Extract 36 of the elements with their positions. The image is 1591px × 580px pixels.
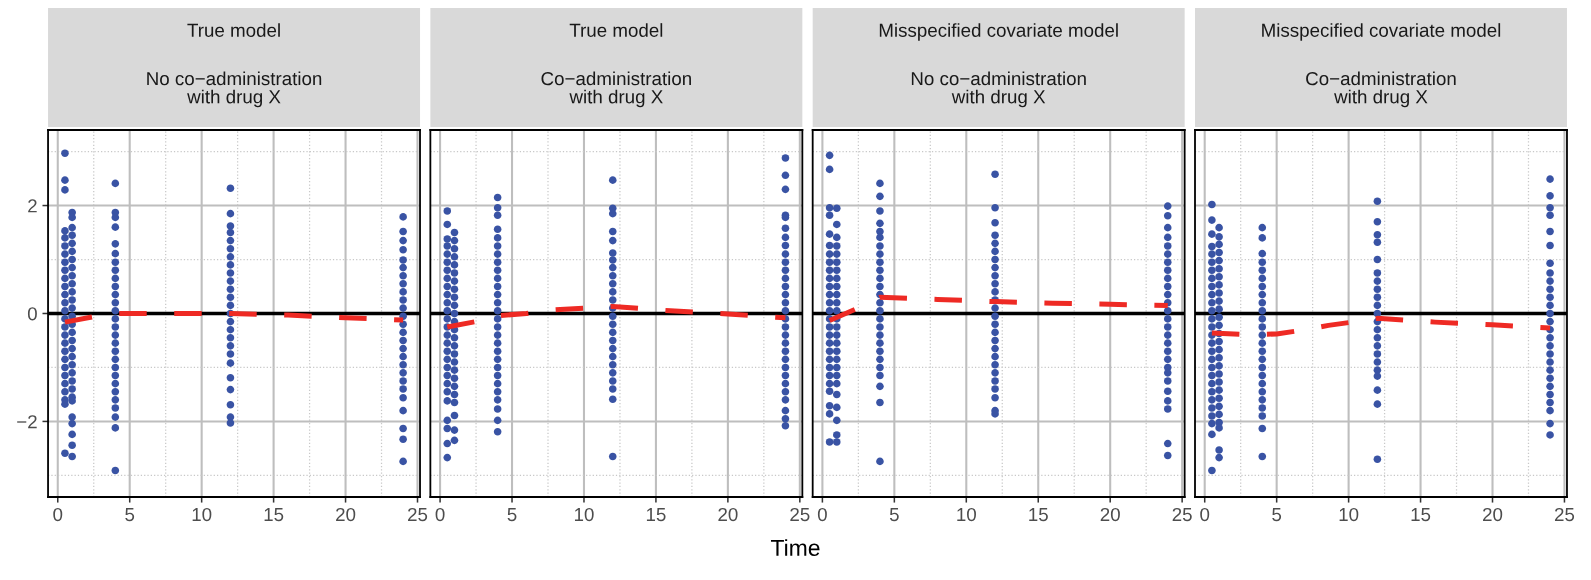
chart-subtitle: Co−administration with drug X [541, 71, 691, 108]
y-tick-label: 0 [27, 307, 37, 321]
x-tick-label: 15 [264, 508, 284, 522]
chart-title: Misspecified covariate model [879, 23, 1118, 41]
x-tick-label: 20 [336, 507, 356, 522]
x-tick-label: 5 [507, 508, 517, 522]
x-tick-label: 20 [718, 507, 738, 522]
y-tick-label: −2 [17, 415, 37, 429]
x-tick-label: 5 [1272, 508, 1282, 522]
x-tick-label: 20 [1483, 507, 1503, 522]
chart-subtitle: No co−administration with drug X [147, 71, 322, 108]
x-tick-label: 10 [574, 507, 594, 522]
x-tick-label: 25 [790, 507, 810, 522]
x-tick-label: 25 [1554, 507, 1575, 522]
x-tick-label: 10 [1339, 507, 1359, 522]
x-tick-label: 0 [1200, 507, 1210, 522]
x-tick-label: 10 [957, 507, 976, 522]
chart-subtitle: No co−administration with drug X [911, 71, 1086, 108]
x-tick-label: 10 [192, 507, 212, 522]
chart-title: True model [187, 23, 280, 37]
x-tick-label: 5 [889, 508, 899, 522]
x-tick-label: 15 [1411, 508, 1431, 522]
chart-title: Misspecified covariate model [1262, 23, 1501, 41]
x-tick-label: 0 [435, 507, 445, 522]
x-tick-label: 15 [646, 508, 666, 522]
x-tick-label: 20 [1100, 507, 1120, 522]
x-tick-label: 25 [408, 507, 428, 522]
x-tick-label: 5 [125, 508, 135, 522]
x-tick-label: 0 [53, 507, 63, 522]
x-tick-label: 0 [817, 507, 827, 522]
x-tick-label: 15 [1029, 508, 1048, 522]
chart-title: True model [569, 23, 663, 37]
y-tick-label: 2 [28, 199, 37, 213]
chart-subtitle: Co−administration with drug X [1306, 71, 1456, 108]
x-axis-title: Time [770, 539, 820, 556]
x-tick-label: 25 [1172, 507, 1192, 522]
